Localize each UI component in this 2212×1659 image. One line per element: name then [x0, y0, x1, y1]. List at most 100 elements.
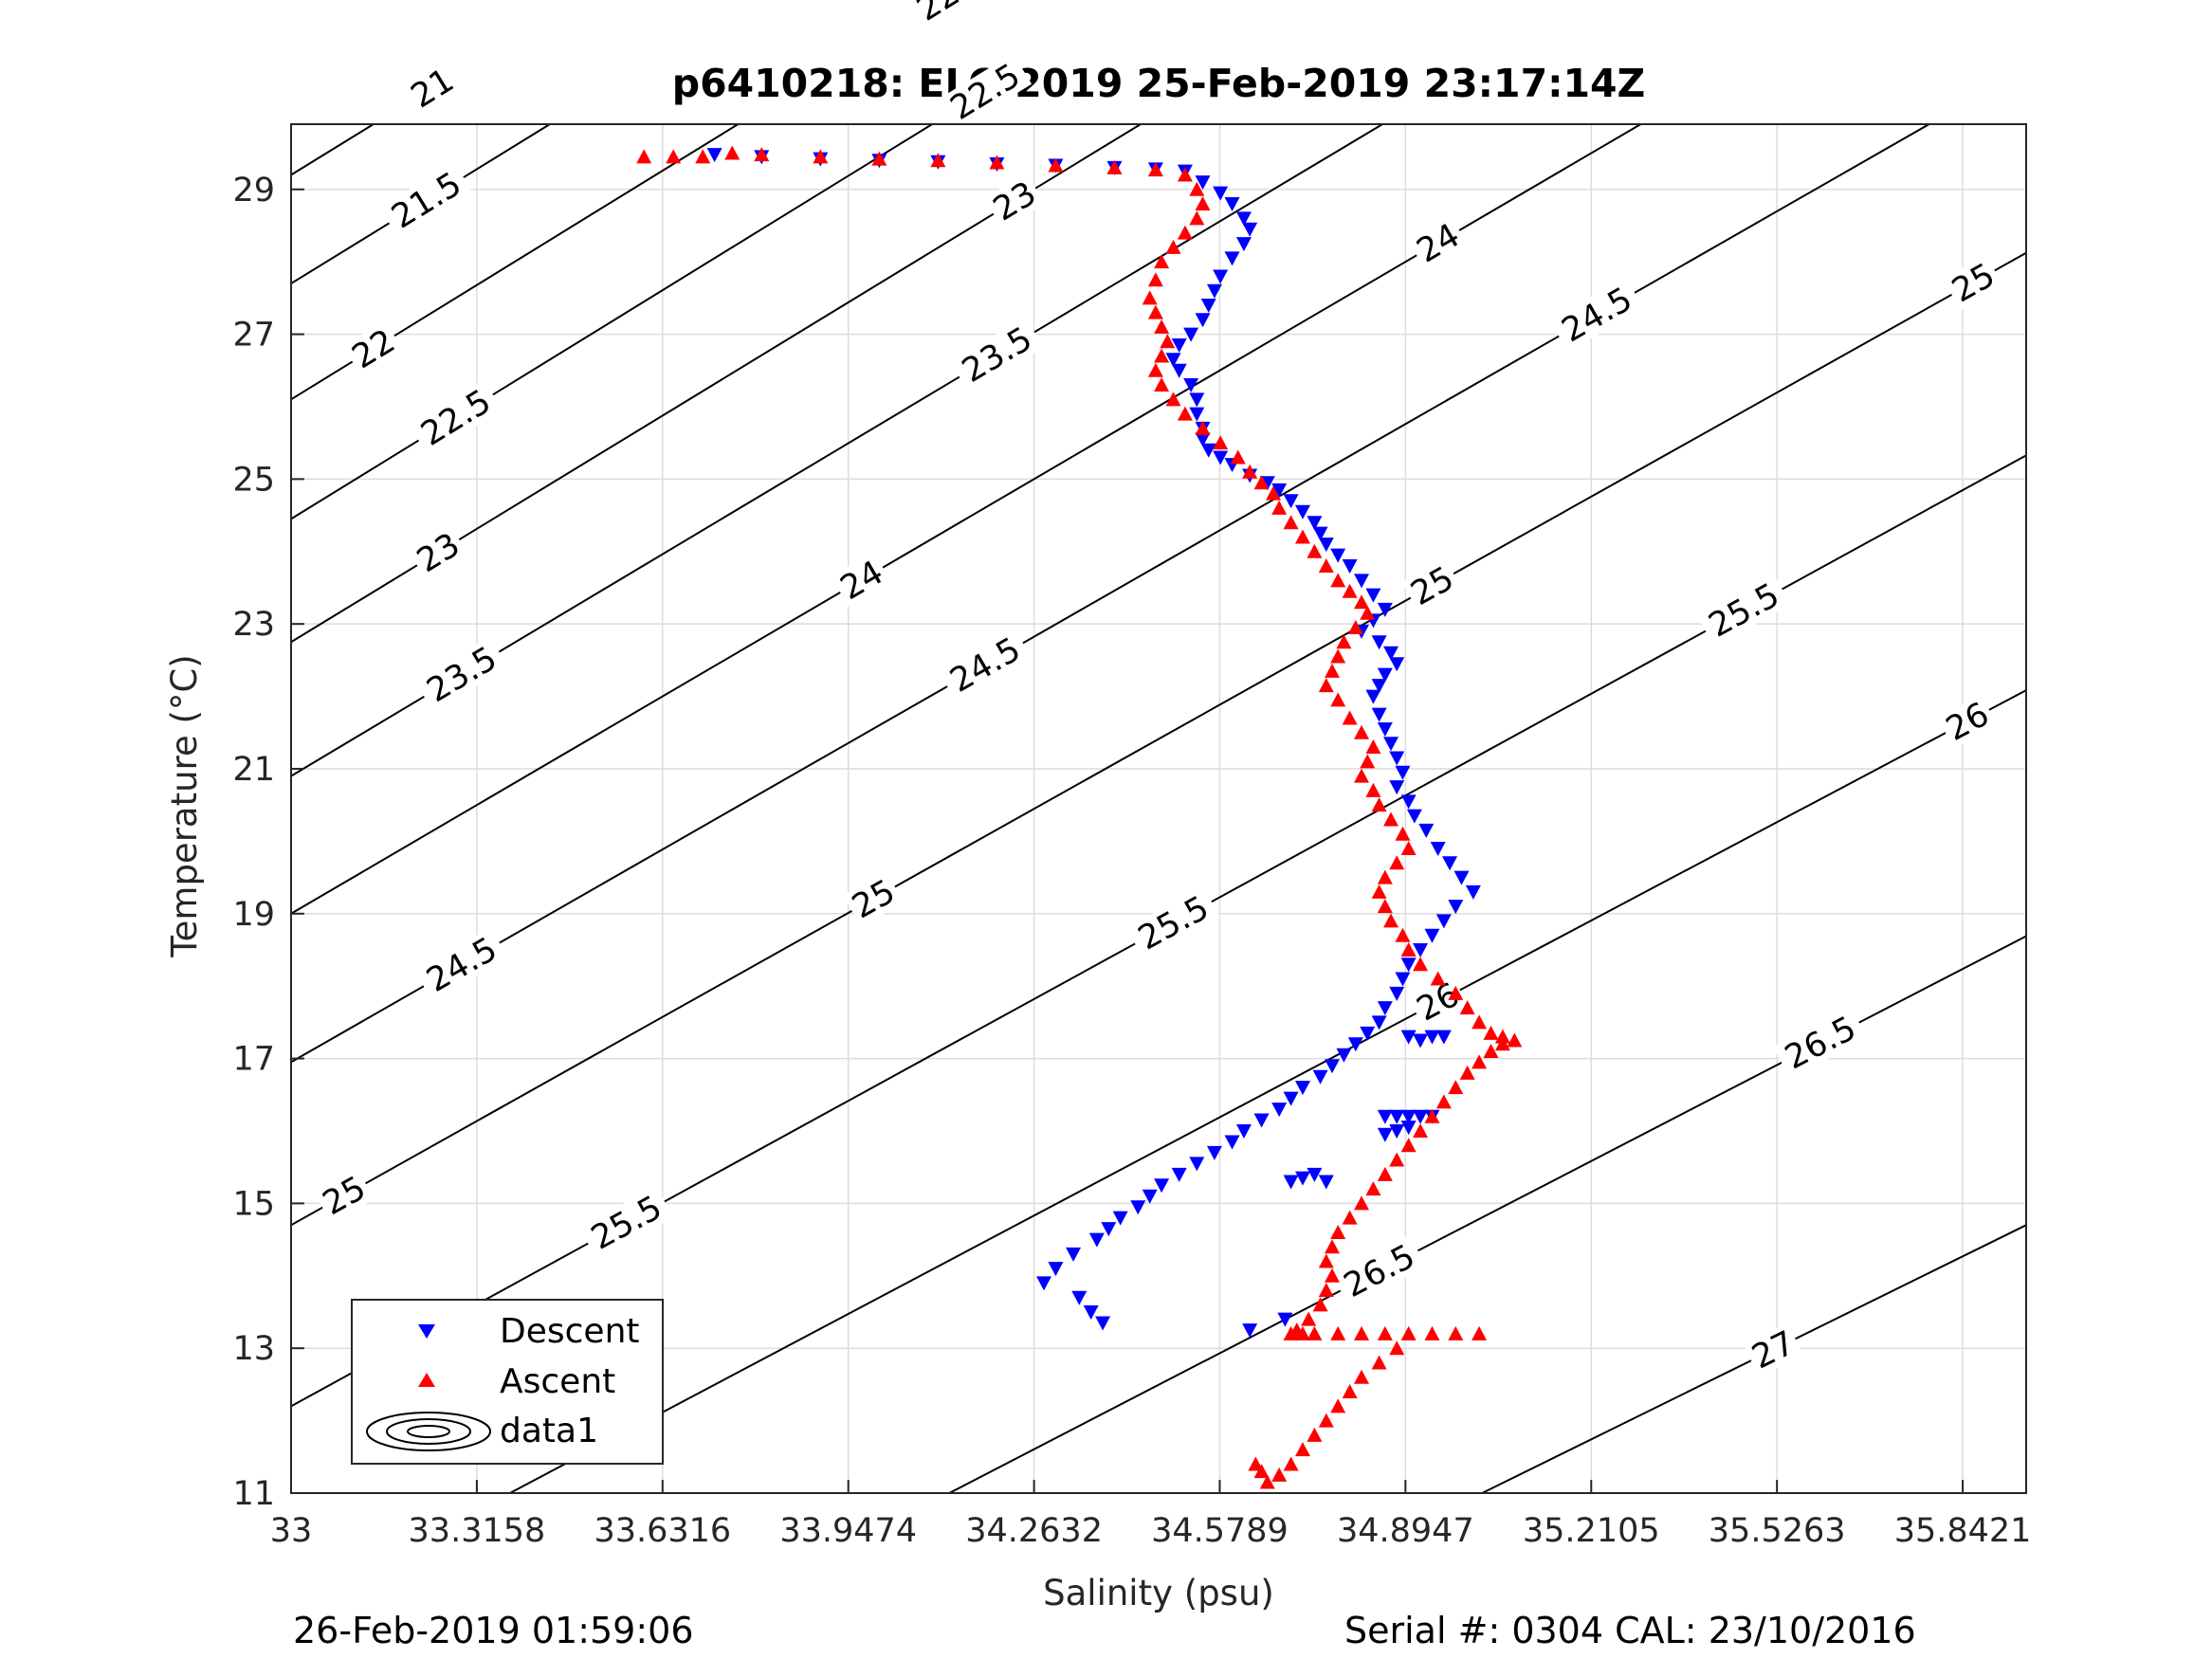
density-contour	[290, 251, 2027, 1227]
ascent-point	[1365, 739, 1381, 755]
ascent-point	[1459, 1065, 1475, 1080]
contour-label: 24.5	[1549, 277, 1644, 353]
descent-point	[1383, 737, 1399, 752]
descent-point	[1235, 211, 1252, 227]
contour-label-bg	[1407, 974, 1469, 1030]
descent-point	[1189, 1157, 1205, 1172]
ascent-point	[1147, 304, 1163, 319]
descent-point	[1195, 175, 1211, 191]
ascent-point	[1383, 913, 1399, 928]
ascent-point	[695, 149, 711, 164]
contour-label-bg	[409, 379, 503, 456]
descent-point	[1371, 679, 1387, 694]
ascent-point	[636, 149, 652, 164]
descent-point	[1213, 186, 1229, 201]
ascent-point	[1377, 1166, 1393, 1181]
contour-label-bg	[414, 927, 509, 1002]
ascent-point	[1325, 1267, 1340, 1283]
contour-label: 26	[1937, 693, 1998, 749]
ascent-point	[1318, 678, 1334, 693]
ascent-point	[1342, 583, 1358, 598]
ascent-point	[1195, 420, 1211, 435]
ascent-point	[1283, 1325, 1299, 1340]
ascent-point	[1354, 768, 1370, 783]
descent-point	[1224, 197, 1240, 212]
ascent-point	[666, 149, 682, 164]
legend-data1-label: data1	[500, 1412, 598, 1450]
contour-label-text: 25	[846, 873, 901, 927]
descent-point	[1200, 443, 1216, 458]
y-tick-label: 17	[232, 1041, 275, 1079]
ascent-point	[1147, 362, 1163, 377]
ascent-point	[1177, 167, 1193, 182]
descent-point	[1195, 432, 1211, 447]
descent-point	[1283, 1175, 1299, 1190]
ascent-point	[1360, 754, 1376, 769]
ascent-point	[1472, 1054, 1488, 1069]
descent-point	[1406, 809, 1422, 824]
ascent-point	[1342, 710, 1358, 725]
ascent-point	[724, 145, 740, 160]
ascent-point	[1371, 797, 1387, 812]
descent-point	[1171, 1167, 1187, 1182]
descent-point	[1371, 1015, 1387, 1030]
descent-point	[1365, 588, 1381, 603]
ascent-point	[1472, 1014, 1488, 1030]
contour-label-bg	[1549, 277, 1644, 353]
ascent-point	[1248, 1456, 1264, 1471]
ascent-point	[1389, 1152, 1405, 1167]
y-tick-label: 15	[232, 1185, 275, 1223]
descent-point	[1277, 1312, 1293, 1327]
descent-point	[1418, 823, 1435, 838]
contour-label: 25	[1401, 557, 1463, 614]
footer-serial-cal: Serial #: 0304 CAL: 23/10/2016	[1344, 1610, 1916, 1651]
ascent-point	[1154, 348, 1170, 363]
ascent-point	[1271, 500, 1288, 515]
descent-point	[1371, 635, 1387, 650]
ascent-point	[1318, 558, 1334, 574]
ascent-point	[1189, 181, 1205, 196]
ascent-point	[1424, 1325, 1440, 1340]
density-contour	[290, 123, 1642, 915]
contour-label: 22.5	[409, 379, 503, 456]
descent-point	[1253, 1113, 1270, 1128]
contour-label: 22	[342, 320, 404, 377]
contour-label-bg	[379, 161, 473, 239]
ascent-point	[1377, 1325, 1393, 1340]
descent-point	[1377, 1109, 1393, 1124]
ascent-point	[1160, 334, 1176, 349]
descent-point	[1224, 1135, 1240, 1150]
y-tick-label: 11	[232, 1475, 275, 1513]
ascent-point	[989, 155, 1005, 170]
descent-point	[1435, 1030, 1452, 1045]
descent-point	[1165, 353, 1181, 368]
contour-label-bg	[1332, 1234, 1427, 1307]
ascent-point	[1354, 594, 1370, 610]
descent-point	[1183, 327, 1199, 342]
contour-label-text: 24	[1411, 216, 1467, 270]
descent-point	[1036, 1276, 1052, 1291]
contour-label-bg	[938, 53, 1033, 130]
x-tick-label: 35.2105	[1523, 1512, 1660, 1550]
descent-point	[1294, 1081, 1310, 1096]
ascent-point	[1242, 464, 1258, 479]
ascent-point	[1413, 957, 1429, 972]
x-tick-label: 34.8947	[1337, 1512, 1474, 1550]
footer-timestamp: 26-Feb-2019 01:59:06	[293, 1610, 694, 1651]
descent-point	[1347, 1037, 1363, 1052]
descent-point	[1142, 1189, 1158, 1204]
ascent-point	[1430, 971, 1446, 986]
contour-label-text: 24	[834, 554, 890, 608]
descent-point	[1389, 1123, 1405, 1139]
ascent-point	[1330, 648, 1346, 664]
contour-label-bg	[950, 317, 1044, 392]
legend-ascent-marker	[418, 1373, 435, 1387]
density-contour	[509, 689, 2027, 1494]
ascent-point	[1154, 319, 1170, 334]
contour-label: 27	[1743, 1322, 1803, 1376]
contour-label-bg	[579, 1185, 674, 1260]
legend-descent-marker	[418, 1324, 435, 1339]
descent-point	[1312, 526, 1328, 541]
contour-label: 25	[313, 1167, 375, 1224]
ascent-point	[1154, 254, 1170, 269]
